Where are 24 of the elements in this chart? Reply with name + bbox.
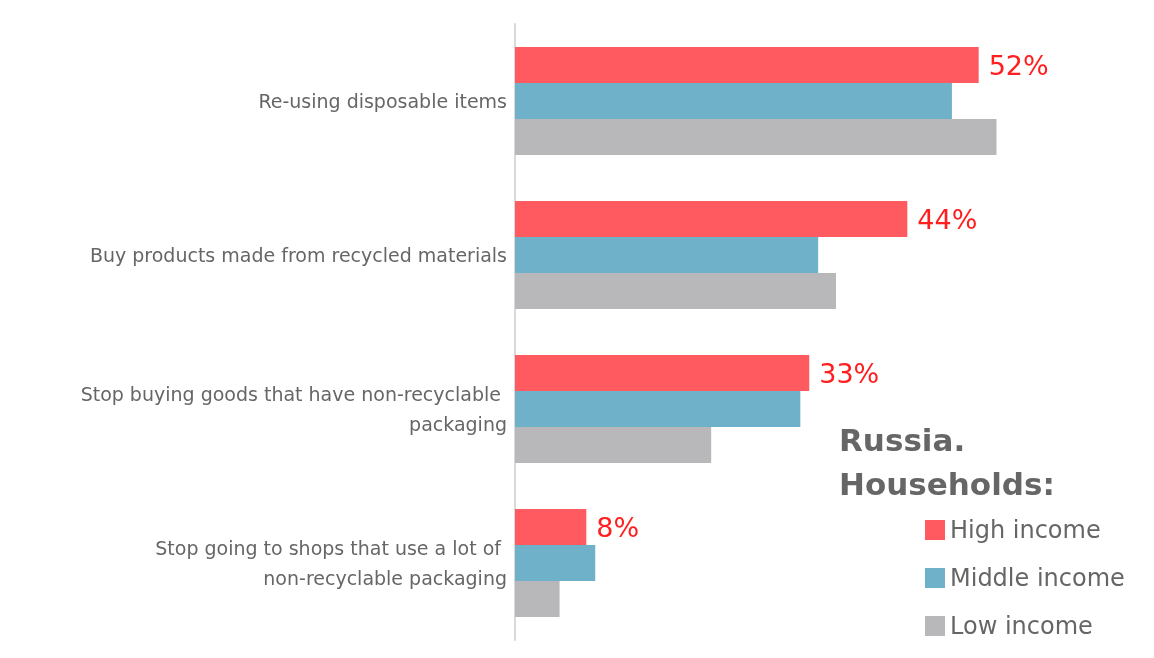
bar bbox=[515, 201, 908, 237]
bar bbox=[515, 509, 587, 545]
bar bbox=[515, 545, 596, 581]
bar bbox=[515, 581, 560, 617]
data-label: 8% bbox=[596, 511, 640, 543]
bar bbox=[515, 391, 801, 427]
data-label: 33% bbox=[819, 357, 880, 389]
bar bbox=[515, 355, 810, 391]
y-tick-label: Buy products made from recycled materials bbox=[89, 244, 507, 266]
data-label: 44% bbox=[917, 203, 978, 235]
data-label: 52% bbox=[988, 49, 1049, 81]
legend-label: Middle income bbox=[950, 564, 1125, 592]
legend-label: Low income bbox=[950, 612, 1093, 640]
bar bbox=[515, 83, 952, 119]
bar bbox=[515, 427, 712, 463]
bar bbox=[515, 47, 979, 83]
bar bbox=[515, 273, 836, 309]
legend-label: High income bbox=[950, 516, 1101, 544]
legend-title: Russia. Households: bbox=[839, 422, 1055, 502]
bar bbox=[515, 237, 819, 273]
y-tick-label: Re-using disposable items bbox=[258, 90, 507, 112]
y-tick-label: Stop buying goods that have non-recyclable packaging bbox=[80, 383, 507, 435]
bar bbox=[515, 119, 997, 155]
y-tick-label: Stop going to shops that use a lot of non-recyclable packaging bbox=[155, 537, 507, 589]
